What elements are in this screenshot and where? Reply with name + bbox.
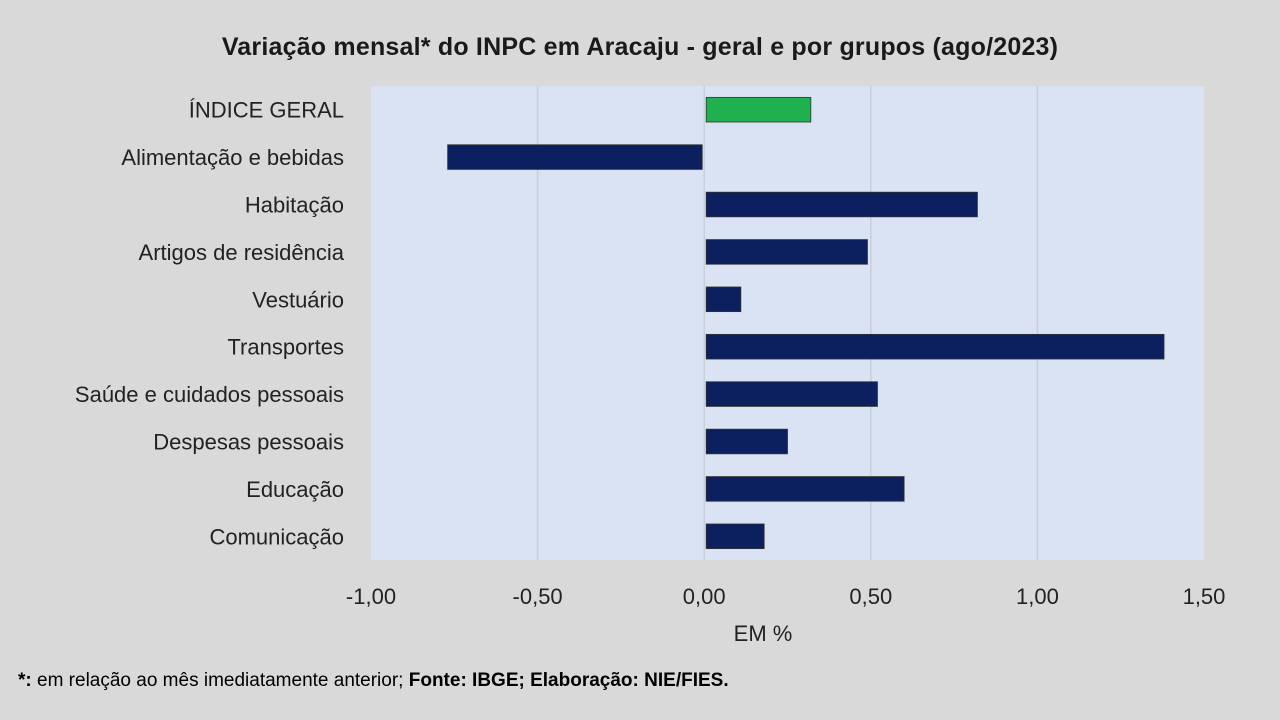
x-tick-labels: -1,00 -0,50 0,00 0,50 1,00 1,50 bbox=[346, 584, 1225, 609]
category-label: Transportes bbox=[227, 335, 344, 360]
bar-4 bbox=[705, 286, 742, 313]
x-tick-label: -0,50 bbox=[513, 584, 563, 609]
bar-2 bbox=[705, 191, 978, 218]
chart-title: Variação mensal* do INPC em Aracaju - ge… bbox=[221, 33, 1059, 61]
x-tick-label: 1,00 bbox=[1016, 584, 1059, 609]
x-tick-label: -1,00 bbox=[346, 584, 396, 609]
category-label: Despesas pessoais bbox=[153, 430, 344, 455]
bars bbox=[447, 96, 1165, 550]
bar-0 bbox=[705, 96, 812, 123]
footnote-source: Fonte: IBGE; Elaboração: NIE/FIES. bbox=[408, 670, 729, 691]
bar-1 bbox=[447, 144, 703, 170]
bar-7 bbox=[705, 428, 788, 455]
category-label: ÍNDICE GERAL bbox=[189, 98, 344, 123]
footnote: *: em relação ao mês imediatamente anter… bbox=[18, 670, 729, 692]
bar-3 bbox=[705, 239, 868, 265]
footnote-text: em relação ao mês imediatamente anterior… bbox=[37, 670, 409, 691]
category-labels: ÍNDICE GERAL Alimentação e bebidas Habitaç… bbox=[75, 98, 345, 550]
x-tick-label: 1,50 bbox=[1183, 584, 1226, 609]
category-label: Alimentação e bebidas bbox=[121, 145, 344, 170]
category-label: Comunicação bbox=[209, 524, 344, 549]
category-label: Habitação bbox=[245, 193, 344, 218]
category-label: Vestuário bbox=[252, 287, 344, 312]
category-label: Saúde e cuidados pessoais bbox=[75, 382, 344, 407]
category-label: Artigos de residência bbox=[139, 240, 345, 265]
footnote-marker: *: bbox=[18, 670, 37, 691]
x-tick-label: 0,00 bbox=[683, 584, 726, 609]
bar-5 bbox=[705, 333, 1165, 360]
x-axis-label: EM % bbox=[734, 621, 793, 646]
category-label: Educação bbox=[246, 477, 344, 502]
bar-6 bbox=[705, 381, 878, 407]
bar-8 bbox=[705, 476, 905, 502]
bar-9 bbox=[705, 523, 765, 550]
x-tick-label: 0,50 bbox=[849, 584, 892, 609]
